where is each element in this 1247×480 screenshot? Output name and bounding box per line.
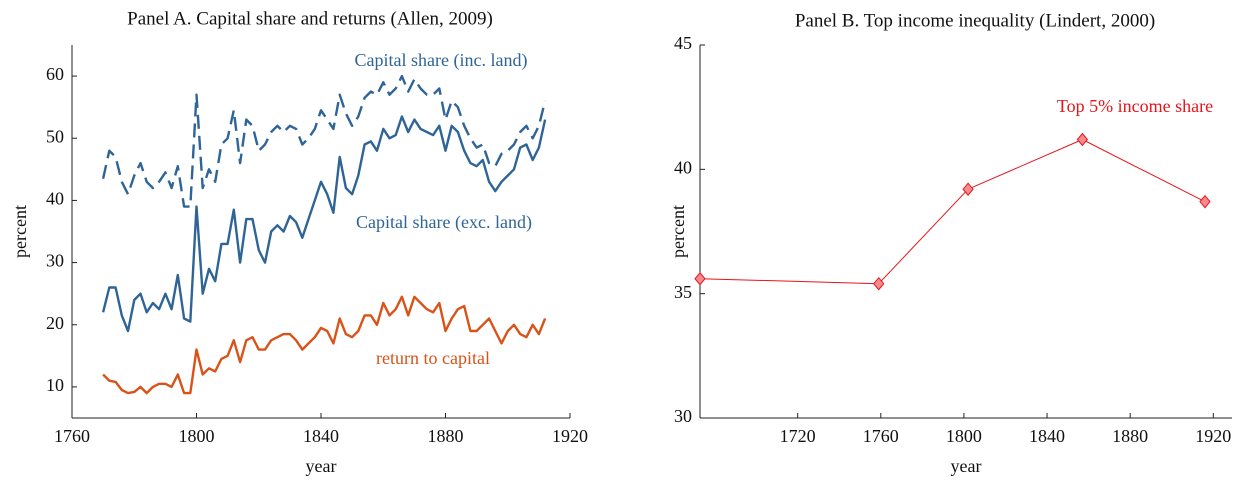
x-tick-label: 1800 [179, 426, 215, 446]
y-axis-label: percent [10, 205, 30, 258]
series-label: return to capital [376, 348, 490, 368]
x-tick-label: 1720 [780, 426, 816, 446]
data-point [962, 182, 974, 197]
y-tick-label: 40 [46, 189, 64, 209]
x-tick-label: 1840 [1029, 426, 1065, 446]
y-tick-label: 50 [46, 126, 64, 146]
x-axis-label: year [951, 456, 982, 476]
y-tick-label: 20 [46, 313, 64, 333]
x-tick-label: 1840 [303, 426, 339, 446]
x-tick-label: 1760 [863, 426, 899, 446]
chart-title: Panel B. Top income inequality (Lindert,… [795, 10, 1155, 31]
series-line [102, 295, 547, 395]
y-tick-label: 40 [674, 157, 692, 177]
y-tick-label: 30 [674, 406, 692, 426]
data-point [1076, 132, 1089, 147]
x-axis-label: year [306, 456, 337, 476]
data-point [873, 276, 885, 291]
y-tick-label: 10 [46, 375, 64, 395]
y-tick-label: 45 [674, 33, 692, 53]
x-tick-label: 1880 [428, 426, 464, 446]
x-tick-label: 1920 [1195, 426, 1231, 446]
data-point [1199, 194, 1211, 209]
y-tick-label: 60 [46, 64, 64, 84]
x-tick-label: 1760 [54, 426, 90, 446]
series-label: Capital share (exc. land) [356, 212, 532, 233]
chart-title: Panel A. Capital share and returns (Alle… [127, 8, 493, 29]
y-tick-label: 35 [674, 282, 692, 302]
series-label: Capital share (inc. land) [355, 50, 528, 71]
y-tick-label: 30 [46, 251, 64, 271]
x-tick-label: 1880 [1112, 426, 1148, 446]
x-tick-label: 1800 [946, 426, 982, 446]
series-line [101, 74, 547, 208]
series-line [101, 115, 547, 333]
x-tick-label: 1920 [552, 426, 588, 446]
data-point [694, 271, 706, 286]
series-label: Top 5% income share [1057, 96, 1213, 116]
series-line [699, 139, 1206, 285]
y-axis-label: percent [668, 205, 688, 258]
